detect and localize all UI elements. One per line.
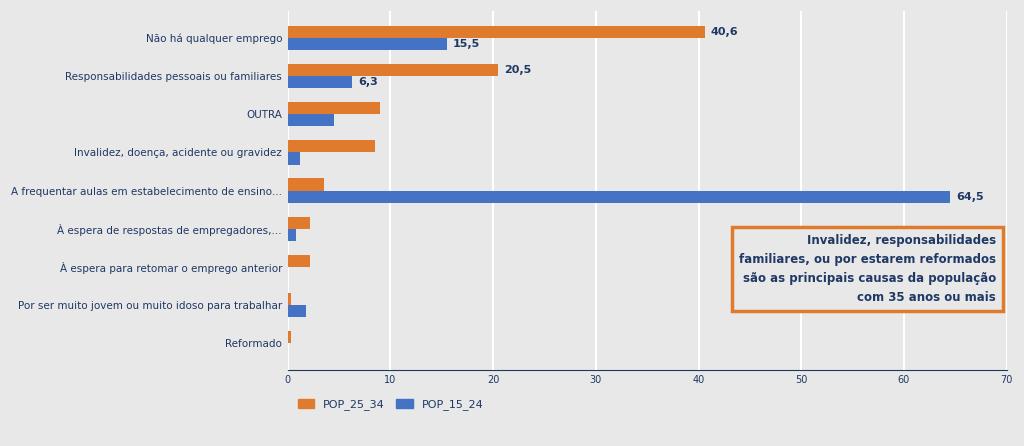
Bar: [288, 114, 334, 126]
Bar: [288, 255, 310, 267]
Bar: [288, 140, 375, 153]
Text: 20,5: 20,5: [505, 65, 531, 75]
Bar: [288, 64, 499, 76]
Bar: [288, 178, 324, 190]
Bar: [288, 153, 300, 165]
Text: 6,3: 6,3: [358, 77, 378, 87]
Bar: [288, 102, 380, 114]
Text: 40,6: 40,6: [711, 27, 738, 37]
Bar: [288, 76, 352, 88]
Bar: [288, 229, 296, 241]
Text: 64,5: 64,5: [956, 192, 984, 202]
Text: 15,5: 15,5: [453, 39, 480, 49]
Bar: [288, 190, 950, 203]
Text: Invalidez, responsabilidades
familiares, ou por estarem reformados
são as princi: Invalidez, responsabilidades familiares,…: [739, 234, 996, 304]
Bar: [288, 293, 291, 305]
Bar: [288, 331, 291, 343]
Legend: POP_25_34, POP_15_24: POP_25_34, POP_15_24: [293, 395, 487, 415]
Bar: [288, 305, 306, 318]
Bar: [288, 217, 310, 229]
Bar: [288, 25, 705, 38]
Bar: [288, 38, 446, 50]
